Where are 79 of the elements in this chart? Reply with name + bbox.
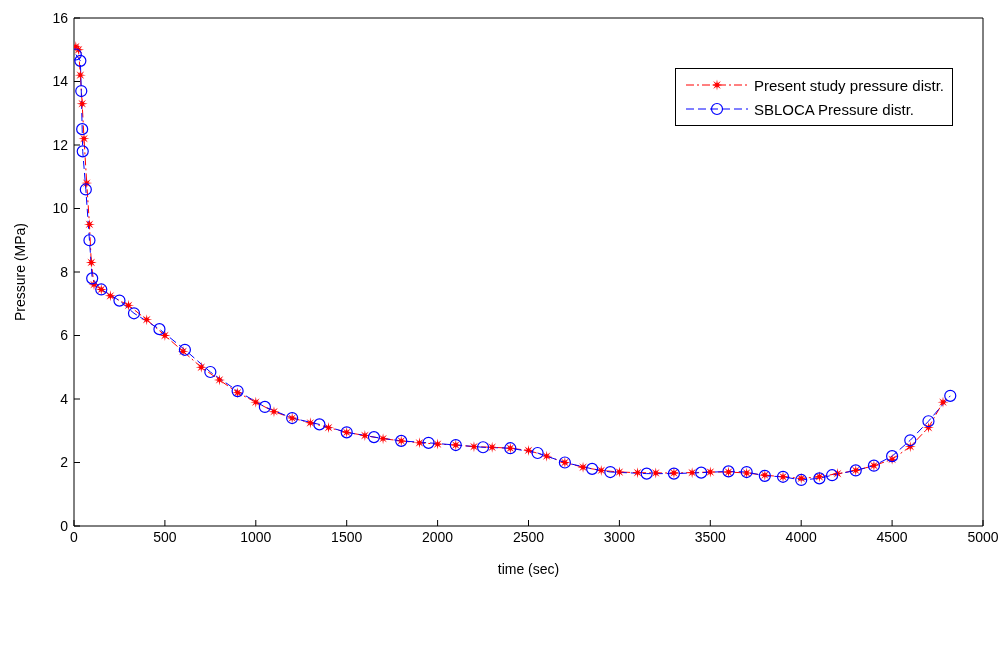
x-tick-label: 4000 xyxy=(785,528,817,545)
point xyxy=(127,307,141,320)
point xyxy=(123,299,135,311)
point xyxy=(83,234,96,247)
point xyxy=(268,406,280,418)
x-tick-label: 1500 xyxy=(331,528,363,545)
point xyxy=(686,467,698,479)
point xyxy=(250,396,262,408)
point xyxy=(922,422,934,434)
point xyxy=(826,469,839,482)
point xyxy=(76,98,88,110)
y-tick-label: 6 xyxy=(60,327,69,344)
point xyxy=(944,389,957,402)
point xyxy=(104,290,116,302)
point xyxy=(904,441,916,453)
point xyxy=(74,54,87,67)
x-tick-label: 4500 xyxy=(876,528,908,545)
point xyxy=(604,465,617,479)
x-tick-label: 3000 xyxy=(603,528,636,545)
y-tick-label: 12 xyxy=(52,136,69,153)
point xyxy=(74,69,86,81)
point xyxy=(359,430,371,442)
point xyxy=(413,437,425,449)
point xyxy=(153,323,166,336)
y-tick-label: 8 xyxy=(60,263,69,280)
point xyxy=(922,415,935,428)
point xyxy=(695,466,708,479)
point xyxy=(523,444,534,456)
point xyxy=(141,314,153,326)
point xyxy=(258,400,271,414)
x-tick-label: 1000 xyxy=(240,528,272,545)
point xyxy=(613,466,625,478)
point xyxy=(85,256,97,268)
point xyxy=(640,467,653,480)
point xyxy=(704,466,716,478)
point xyxy=(541,450,553,462)
point xyxy=(323,422,335,434)
point xyxy=(75,84,88,98)
point xyxy=(76,145,89,158)
point xyxy=(367,431,381,444)
point xyxy=(204,365,217,379)
x-axis-title: time (sec) xyxy=(497,561,560,577)
y-tick-label: 2 xyxy=(60,454,69,471)
point xyxy=(86,272,99,285)
y-tick-label: 16 xyxy=(52,9,69,26)
point xyxy=(313,418,326,431)
point xyxy=(632,467,644,479)
point xyxy=(113,294,126,307)
point xyxy=(78,133,90,145)
y-tick-label: 14 xyxy=(52,73,69,90)
point xyxy=(422,436,435,449)
x-tick-label: 5000 xyxy=(967,528,999,545)
legend-label: Present study pressure distr. xyxy=(753,76,944,94)
y-tick-label: 10 xyxy=(52,200,69,217)
point xyxy=(586,462,599,475)
point xyxy=(195,361,207,373)
point xyxy=(650,467,662,479)
y-tick-label: 0 xyxy=(60,517,69,534)
point xyxy=(159,330,171,341)
point xyxy=(531,446,544,460)
point xyxy=(432,438,444,450)
x-tick-label: 2000 xyxy=(422,528,454,545)
point xyxy=(213,374,225,386)
point xyxy=(904,434,917,447)
point xyxy=(476,441,490,454)
y-tick-label: 4 xyxy=(60,390,69,407)
point xyxy=(486,441,498,453)
point xyxy=(377,433,389,445)
point xyxy=(468,441,480,453)
y-axis-title: Pressure (MPa) xyxy=(11,222,28,322)
x-tick-label: 500 xyxy=(153,528,177,545)
point xyxy=(304,417,316,429)
point xyxy=(937,396,949,408)
point xyxy=(76,123,89,136)
x-tick-label: 3500 xyxy=(694,528,727,545)
point xyxy=(83,218,95,230)
point xyxy=(79,183,92,196)
x-tick-label: 2500 xyxy=(512,528,545,545)
legend-label: SBLOCA Pressure distr. xyxy=(753,100,914,118)
